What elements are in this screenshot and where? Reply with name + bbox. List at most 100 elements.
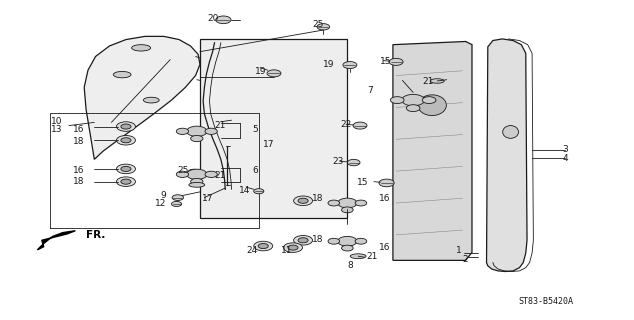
Circle shape: [191, 179, 203, 185]
Circle shape: [216, 16, 231, 24]
Text: 25: 25: [178, 166, 189, 175]
Circle shape: [317, 24, 330, 30]
Circle shape: [294, 236, 313, 245]
Circle shape: [328, 200, 340, 206]
Ellipse shape: [132, 45, 151, 51]
Text: 21: 21: [422, 77, 434, 86]
Circle shape: [267, 70, 281, 77]
Circle shape: [406, 105, 420, 112]
Ellipse shape: [350, 254, 366, 259]
Circle shape: [254, 189, 264, 194]
Circle shape: [186, 169, 207, 180]
Text: 16: 16: [379, 243, 391, 252]
Text: 17: 17: [262, 140, 274, 149]
Circle shape: [298, 198, 308, 203]
Circle shape: [121, 124, 131, 129]
Text: 11: 11: [281, 246, 292, 255]
Text: 7: 7: [367, 86, 373, 95]
Text: 25: 25: [313, 20, 324, 29]
Circle shape: [294, 196, 313, 205]
Circle shape: [176, 128, 188, 134]
Circle shape: [117, 177, 136, 187]
Text: 2: 2: [462, 255, 467, 264]
Circle shape: [283, 243, 302, 252]
Text: 18: 18: [73, 137, 84, 146]
Text: 16: 16: [73, 125, 84, 134]
Circle shape: [389, 58, 403, 65]
Circle shape: [205, 128, 217, 134]
Circle shape: [343, 61, 357, 68]
Circle shape: [402, 94, 425, 106]
Text: 22: 22: [340, 120, 352, 130]
Text: 1: 1: [455, 246, 462, 255]
Text: 23: 23: [332, 157, 344, 166]
Text: 3: 3: [562, 145, 568, 154]
Text: 24: 24: [247, 246, 258, 255]
Text: 13: 13: [51, 125, 63, 134]
Circle shape: [186, 126, 207, 137]
Polygon shape: [486, 39, 527, 271]
Text: 21: 21: [214, 121, 226, 130]
Circle shape: [353, 122, 367, 129]
Text: 15: 15: [380, 57, 392, 66]
Text: 14: 14: [239, 186, 250, 195]
Text: 5: 5: [252, 125, 258, 134]
Circle shape: [422, 97, 436, 104]
Text: 4: 4: [562, 154, 568, 163]
Circle shape: [342, 245, 353, 251]
Polygon shape: [393, 42, 472, 260]
Text: 21: 21: [366, 252, 378, 261]
Circle shape: [338, 198, 357, 208]
Circle shape: [121, 179, 131, 184]
Circle shape: [191, 135, 203, 142]
Circle shape: [117, 164, 136, 174]
Ellipse shape: [430, 79, 444, 83]
Polygon shape: [200, 39, 347, 218]
Circle shape: [355, 238, 366, 244]
Text: 19: 19: [323, 60, 335, 69]
Ellipse shape: [189, 182, 205, 187]
Circle shape: [188, 169, 199, 175]
Circle shape: [117, 122, 136, 131]
Circle shape: [347, 159, 360, 166]
Text: 16: 16: [379, 194, 391, 204]
Text: 21: 21: [214, 172, 226, 180]
Text: ST83-B5420A: ST83-B5420A: [519, 297, 574, 306]
Ellipse shape: [113, 71, 131, 78]
Circle shape: [121, 138, 131, 143]
Ellipse shape: [503, 125, 519, 138]
Ellipse shape: [143, 97, 159, 103]
Circle shape: [328, 238, 340, 244]
Polygon shape: [84, 36, 200, 159]
Text: 12: 12: [155, 198, 167, 207]
Circle shape: [176, 171, 188, 177]
Circle shape: [391, 97, 404, 104]
Text: 18: 18: [312, 194, 323, 204]
Circle shape: [342, 207, 353, 213]
Text: 18: 18: [73, 177, 84, 186]
Circle shape: [172, 195, 183, 200]
Text: 20: 20: [207, 14, 219, 23]
Circle shape: [172, 201, 181, 206]
Circle shape: [338, 236, 357, 246]
Text: 8: 8: [347, 261, 353, 270]
Circle shape: [258, 244, 268, 249]
Circle shape: [355, 200, 366, 206]
Polygon shape: [37, 231, 75, 250]
Circle shape: [117, 135, 136, 145]
Text: 10: 10: [51, 117, 63, 126]
Text: 18: 18: [312, 235, 323, 244]
Circle shape: [121, 166, 131, 172]
Circle shape: [298, 238, 308, 243]
Circle shape: [254, 241, 273, 251]
Circle shape: [379, 179, 394, 187]
Circle shape: [288, 245, 298, 250]
Text: 16: 16: [73, 166, 84, 175]
Text: 9: 9: [160, 190, 167, 200]
Text: FR.: FR.: [86, 230, 105, 240]
Text: 17: 17: [202, 194, 214, 204]
Text: 19: 19: [255, 67, 266, 76]
Text: 6: 6: [252, 166, 258, 175]
Circle shape: [205, 171, 217, 177]
Ellipse shape: [418, 95, 446, 116]
